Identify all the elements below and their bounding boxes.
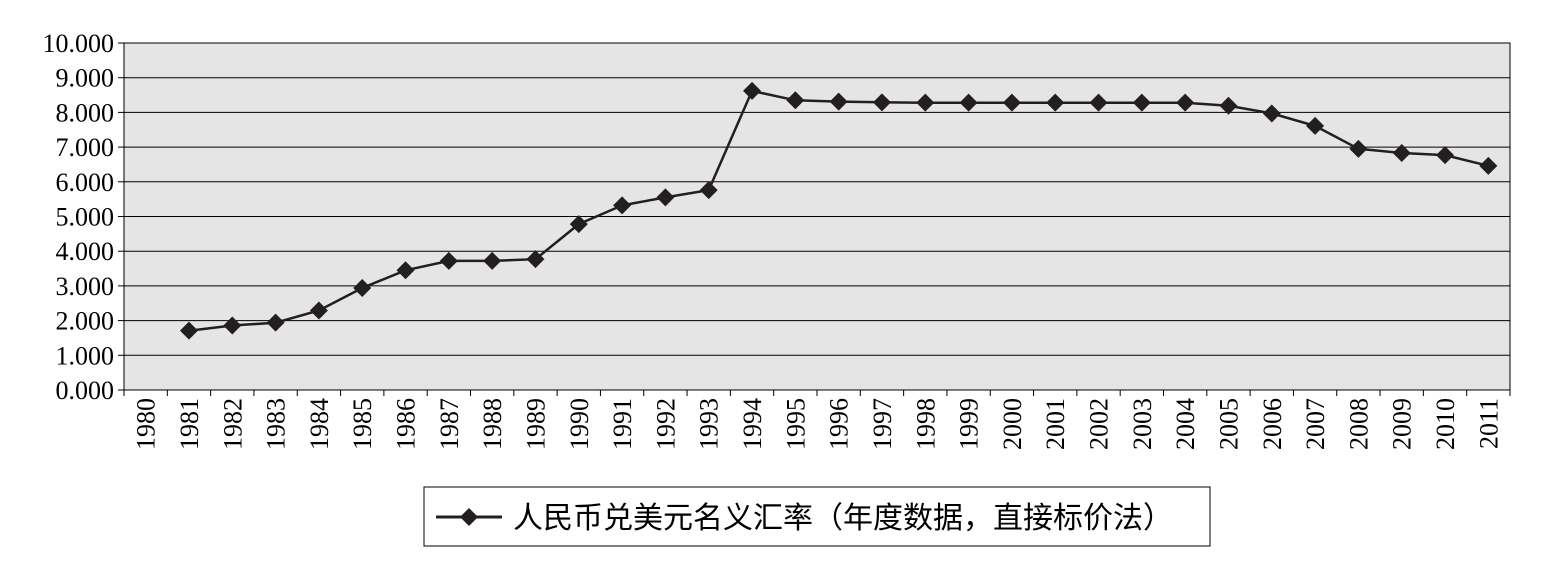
x-tick-label: 1983 <box>262 398 291 450</box>
x-tick-label: 2010 <box>1431 398 1460 450</box>
x-tick-label: 1984 <box>305 398 334 450</box>
x-tick-label: 2002 <box>1085 398 1114 450</box>
data-point-1990 <box>569 215 588 234</box>
data-point-2002 <box>1089 93 1108 112</box>
data-point-1997 <box>872 93 891 112</box>
y-tick-label: 6.000 <box>56 168 115 197</box>
x-tick-label: 2005 <box>1214 398 1243 450</box>
data-point-2004 <box>1176 93 1195 112</box>
data-point-2003 <box>1132 93 1151 112</box>
y-tick-label: 9.000 <box>56 64 115 93</box>
y-tick-label: 4.000 <box>56 237 115 266</box>
x-tick-label: 2004 <box>1171 398 1200 450</box>
y-tick-label: 8.000 <box>56 98 115 127</box>
x-tick-label: 1997 <box>868 398 897 450</box>
gridlines <box>124 77 1510 356</box>
x-tick-label: 1996 <box>825 398 854 450</box>
data-point-1985 <box>353 278 372 297</box>
data-point-1999 <box>959 93 978 112</box>
data-point-1993 <box>699 181 718 200</box>
data-point-1986 <box>396 261 415 280</box>
x-tick-label: 2003 <box>1128 398 1157 450</box>
y-tick-label: 7.000 <box>56 133 115 162</box>
x-tick-label: 1980 <box>132 398 161 450</box>
x-tick-label: 1981 <box>175 398 204 450</box>
series-layer <box>179 81 1498 340</box>
data-point-1998 <box>916 93 935 112</box>
data-point-1994 <box>743 81 762 100</box>
y-tick-label: 0.000 <box>56 376 115 405</box>
x-tick-label: 2007 <box>1301 398 1330 450</box>
data-point-1983 <box>266 313 285 332</box>
data-point-2005 <box>1219 96 1238 115</box>
x-axis: 1980 1981 1982 1983 1984 1985 1986 1987 1988 1989… <box>123 390 1511 450</box>
data-point-1989 <box>526 250 545 269</box>
x-tick-label: 2011 <box>1474 398 1503 449</box>
x-tick-label: 2008 <box>1344 398 1373 450</box>
x-tick-label: 1987 <box>435 398 464 450</box>
x-tick-label: 1993 <box>695 398 724 450</box>
x-tick-label: 1985 <box>348 398 377 450</box>
data-point-1987 <box>439 251 458 270</box>
y-tick-label: 2.000 <box>56 307 115 336</box>
data-point-2000 <box>1002 93 1021 112</box>
data-point-2006 <box>1262 104 1281 123</box>
data-point-1991 <box>613 196 632 215</box>
data-point-1992 <box>656 188 675 207</box>
x-tick-label: 1995 <box>781 398 810 450</box>
y-tick-label: 1.000 <box>56 341 115 370</box>
x-tick-label: 1989 <box>521 398 550 450</box>
data-point-1996 <box>829 92 848 111</box>
data-point-2010 <box>1436 146 1455 165</box>
x-tick-label: 1986 <box>392 398 421 450</box>
data-point-1982 <box>223 316 242 335</box>
legend-box <box>423 486 1211 547</box>
x-tick-label: 1991 <box>608 398 637 450</box>
x-tick-label: 1994 <box>738 398 767 450</box>
y-tick-label: 10.000 <box>43 29 115 58</box>
data-point-1988 <box>483 251 502 270</box>
y-tick-label: 5.000 <box>56 203 115 232</box>
x-tick-label: 1982 <box>218 398 247 450</box>
x-tick-label: 1990 <box>565 398 594 450</box>
data-point-2001 <box>1046 93 1065 112</box>
data-point-1981 <box>179 321 198 340</box>
legend: 人民币兑美元名义汇率（年度数据，直接标价法） <box>423 486 1211 547</box>
data-point-2007 <box>1306 116 1325 135</box>
y-tick-label: 3.000 <box>56 272 115 301</box>
legend-label: 人民币兑美元名义汇率（年度数据，直接标价法） <box>513 502 1173 535</box>
x-tick-label: 1992 <box>651 398 680 450</box>
data-point-2011 <box>1479 156 1498 175</box>
legend-marker-diamond <box>460 508 478 526</box>
data-point-2009 <box>1392 143 1411 162</box>
x-tick-label: 2006 <box>1258 398 1287 450</box>
x-tick-label: 2000 <box>998 398 1027 450</box>
data-point-2008 <box>1349 139 1368 158</box>
data-point-1984 <box>309 301 328 320</box>
y-axis: 0.000 1.000 2.000 3.000 4.000 5.000 6.000 7.000… <box>43 29 124 405</box>
data-point-1995 <box>786 91 805 110</box>
x-tick-label: 2001 <box>1041 398 1070 450</box>
x-tick-label: 1998 <box>911 398 940 450</box>
x-tick-label: 2009 <box>1388 398 1417 450</box>
x-tick-label: 1988 <box>478 398 507 450</box>
x-tick-label: 1999 <box>955 398 984 450</box>
